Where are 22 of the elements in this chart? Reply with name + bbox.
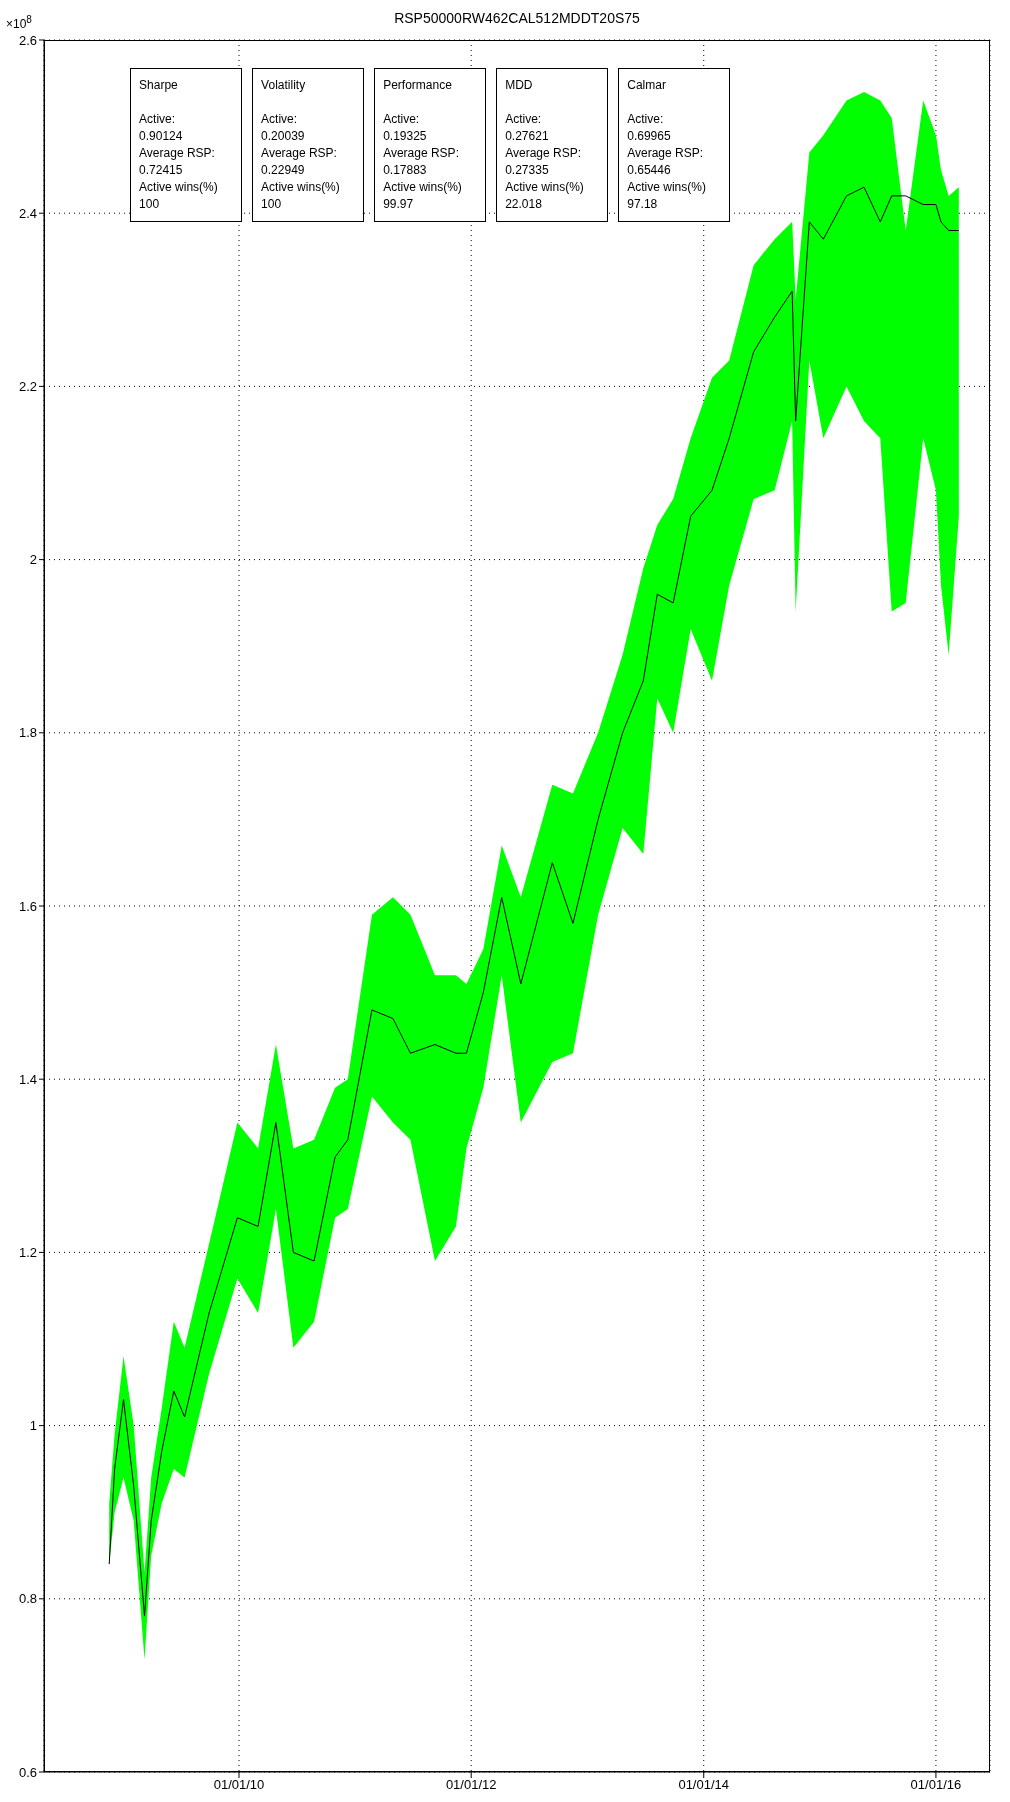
y-tick-label: 2.6 [18,32,37,48]
text: MDD Active: 0.27621 Average RSP: 0.27335 Active wins(%) 22.018 [505,78,584,211]
text: Calmar Active: 0.69965 Average RSP: 0.65446 Active wins(%) 97.18 [627,78,706,211]
text: Sharpe Active: 0.90124 Average RSP: 0.72415 Active wins(%) 100 [139,78,218,211]
x-tick-label: 01/01/14 [678,1777,730,1793]
chart-title: RSP50000RW462CAL512MDDT20S75 [393,10,641,26]
y-tick-label: 1.2 [18,1245,37,1261]
y-tick-label: 1.6 [18,898,37,914]
y-tick-label: 1.8 [18,725,37,741]
x-tick-label: 01/01/12 [445,1777,497,1793]
x-tick-label: 01/01/10 [213,1777,265,1793]
y-tick-label: 1 [29,1418,37,1434]
y-tick-label: 1.4 [18,1071,37,1087]
y-axis-title: ×10$^{8}$ [6,14,32,31]
y-tick-label: 2.4 [18,205,37,221]
text: Performance Active: 0.19325 Average RSP: 0.17883 Active wins(%) 99.97 [383,78,462,211]
text: Volatility Active: 0.20039 Average RSP: 0.22949 Active wins(%) 100 [261,78,340,211]
y-tick-label: 2 [29,552,37,568]
x-tick-label: 01/01/16 [910,1777,962,1793]
y-tick-label: 2.2 [18,379,37,395]
y-tick-label: 0.6 [18,1764,37,1780]
y-tick-label: 0.8 [18,1591,37,1607]
